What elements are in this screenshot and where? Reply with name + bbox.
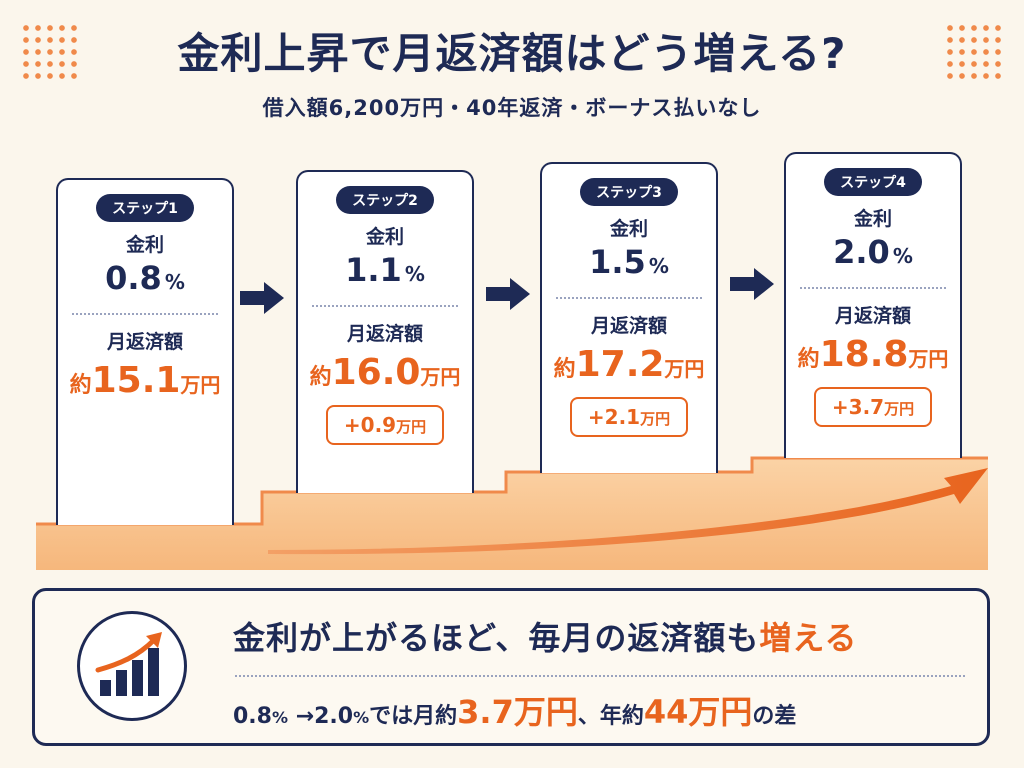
step-card-4: ステップ4 金利 2.0% 月返済額 約18.8万円 +3.7万円 xyxy=(784,152,962,458)
payment-label: 月返済額 xyxy=(834,305,911,327)
difference-badge: +2.1万円 xyxy=(569,397,689,437)
divider xyxy=(312,305,458,307)
divider xyxy=(800,287,946,289)
step-badge: ステップ4 xyxy=(824,168,922,196)
right-arrow-icon xyxy=(730,268,774,300)
step-card-2: ステップ2 金利 1.1% 月返済額 約16.0万円 +0.9万円 xyxy=(296,170,474,493)
rate-label: 金利 xyxy=(609,218,648,240)
rising-arrow xyxy=(268,468,988,555)
rate-value: 1.5% xyxy=(589,243,669,281)
right-arrow-icon xyxy=(486,278,530,310)
rate-value: 1.1% xyxy=(345,251,425,289)
payment-label: 月返済額 xyxy=(590,315,667,337)
right-arrow-icon xyxy=(240,282,284,314)
payment-label: 月返済額 xyxy=(106,331,183,353)
page-subtitle: 借入額6,200万円・40年返済・ボーナス払いなし xyxy=(262,96,762,120)
step-badge: ステップ3 xyxy=(580,178,678,206)
rate-value: 2.0% xyxy=(833,233,913,271)
step-card-3: ステップ3 金利 1.5% 月返済額 約17.2万円 +2.1万円 xyxy=(540,162,718,473)
payment-value: 約17.2万円 xyxy=(553,344,705,385)
rate-label: 金利 xyxy=(125,234,164,256)
step-badge: ステップ2 xyxy=(336,186,434,214)
rate-label: 金利 xyxy=(365,226,404,248)
difference-badge: +3.7万円 xyxy=(813,387,933,427)
step-card-1: ステップ1 金利 0.8% 月返済額 約15.1万円 xyxy=(56,178,234,525)
difference-badge: +0.9万円 xyxy=(325,405,445,445)
payment-label: 月返済額 xyxy=(346,323,423,345)
decorative-dots-right xyxy=(944,22,1004,82)
stair-band xyxy=(36,456,988,570)
summary-icon-circle xyxy=(77,611,187,721)
summary-divider xyxy=(235,675,965,677)
summary-headline: 金利が上がるほど、毎月の返済額も増える xyxy=(233,619,858,657)
payment-value: 約18.8万円 xyxy=(797,334,949,375)
summary-box: 金利が上がるほど、毎月の返済額も増える 0.8% →2.0%では月約3.7万円、… xyxy=(32,588,990,746)
payment-value: 約16.0万円 xyxy=(309,352,461,393)
decorative-dots-left xyxy=(20,22,80,82)
page-title: 金利上昇で月返済額はどう増える? xyxy=(177,29,847,78)
rate-label: 金利 xyxy=(853,208,892,230)
rising-bar-chart-icon xyxy=(95,632,162,696)
payment-value: 約15.1万円 xyxy=(69,360,221,401)
divider xyxy=(72,313,218,315)
summary-detail: 0.8% →2.0%では月約3.7万円、年約44万円の差 xyxy=(233,693,797,731)
step-badge: ステップ1 xyxy=(96,194,194,222)
divider xyxy=(556,297,702,299)
rate-value: 0.8% xyxy=(105,259,185,297)
